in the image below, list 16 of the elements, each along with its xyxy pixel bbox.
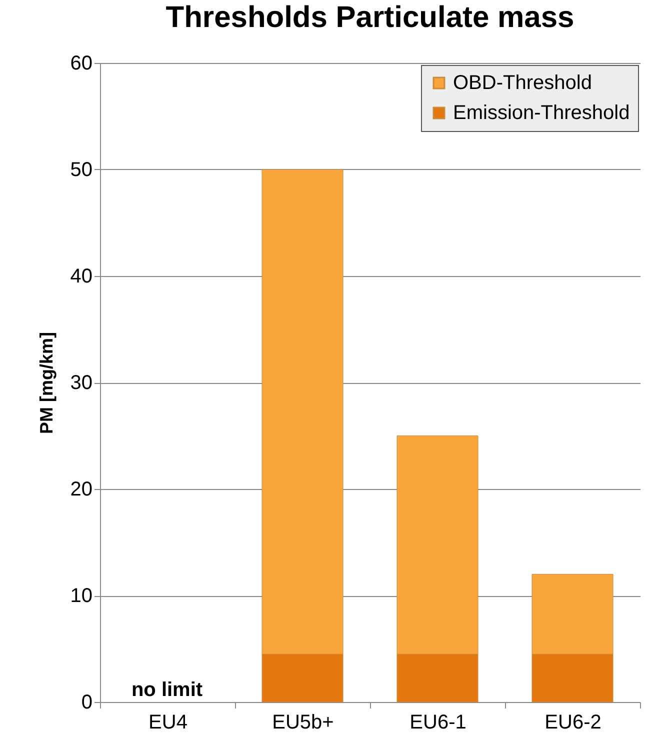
x-tick-label: EU6-2 bbox=[544, 712, 602, 734]
y-tick-label: 0 bbox=[81, 692, 92, 714]
x-tick-label: EU5b+ bbox=[272, 712, 334, 734]
y-axis-title: PM [mg/km] bbox=[36, 332, 56, 434]
x-tick-label: EU4 bbox=[148, 712, 188, 734]
y-tick-label: 40 bbox=[70, 266, 92, 288]
legend-label: Emission-Threshold bbox=[453, 102, 630, 124]
legend-label: OBD-Threshold bbox=[453, 72, 592, 94]
y-tick-label: 60 bbox=[70, 52, 92, 74]
y-tick-label: 10 bbox=[70, 585, 92, 607]
y-tick-label: 30 bbox=[70, 372, 92, 394]
annotation: no limit bbox=[131, 679, 203, 701]
chart-title: Thresholds Particulate mass bbox=[166, 1, 574, 34]
y-tick-label: 50 bbox=[70, 159, 92, 181]
y-tick-label: 20 bbox=[70, 478, 92, 500]
x-tick-label: EU6-1 bbox=[410, 712, 466, 734]
